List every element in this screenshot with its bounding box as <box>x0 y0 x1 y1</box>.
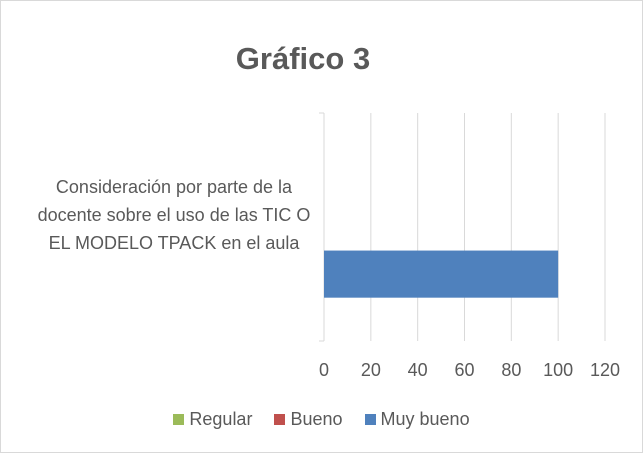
legend-swatch <box>173 414 185 425</box>
legend-label: Muy bueno <box>380 409 470 429</box>
legend-item: Regular <box>173 409 252 430</box>
category-label: Consideración por parte de la docente so… <box>37 177 311 253</box>
legend-item: Bueno <box>274 409 343 430</box>
x-tick-label: 60 <box>454 360 474 380</box>
x-tick-label: 0 <box>319 360 329 380</box>
x-tick-label: 120 <box>590 360 620 380</box>
x-tick-label: 20 <box>361 360 381 380</box>
legend: Regular Bueno Muy bueno <box>1 409 642 430</box>
legend-label: Bueno <box>290 409 343 429</box>
x-tick-label: 40 <box>408 360 428 380</box>
legend-label: Regular <box>189 409 253 429</box>
chart-title: Gráfico 3 <box>236 41 370 76</box>
legend-swatch <box>364 414 376 425</box>
legend-swatch <box>274 414 286 425</box>
bar <box>324 250 559 298</box>
legend-item: Muy bueno <box>364 409 470 430</box>
x-tick-label: 80 <box>501 360 521 380</box>
x-tick-label: 100 <box>543 360 573 380</box>
